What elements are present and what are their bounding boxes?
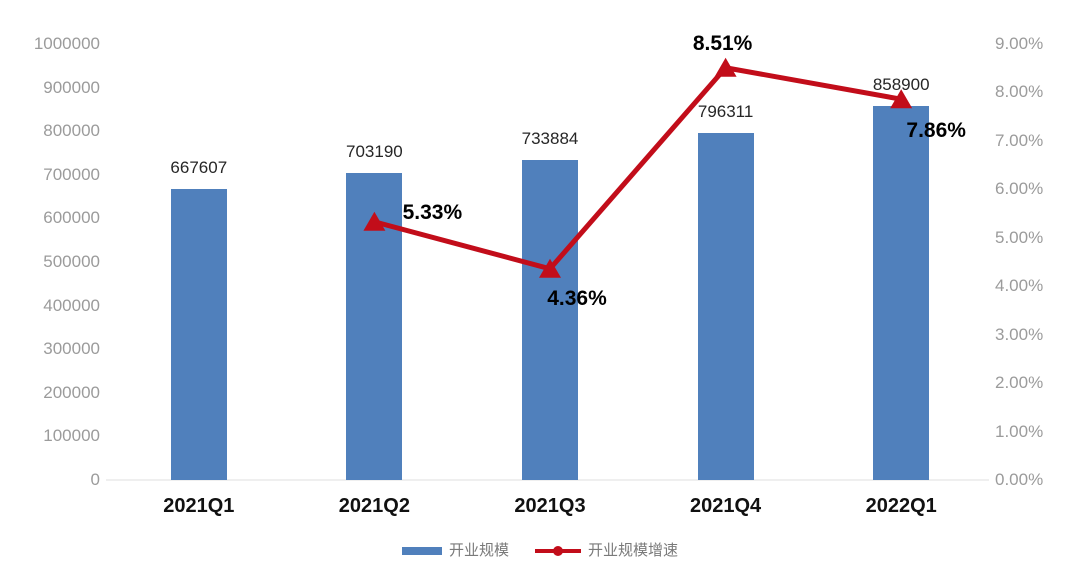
growth-line bbox=[371, 65, 904, 272]
y-axis-right-tick-label: 8.00% bbox=[995, 82, 1044, 102]
y-axis-right-tick-label: 1.00% bbox=[995, 421, 1044, 441]
legend-label: 开业规模 bbox=[448, 542, 509, 559]
y-axis-right-tick-label: 5.00% bbox=[995, 227, 1044, 247]
legend: 开业规模 开业规模增速 bbox=[0, 538, 1080, 564]
bar-value-label: 667607 bbox=[170, 157, 228, 177]
bar-value-label: 733884 bbox=[521, 129, 579, 149]
y-axis-left-tick-label: 0 bbox=[90, 470, 100, 489]
y-axis-left-tick-label: 300000 bbox=[43, 339, 100, 359]
y-axis-left-tick-label: 100000 bbox=[43, 426, 100, 446]
y-axis-left-tick-label: 500000 bbox=[43, 252, 100, 271]
rate-value-label: 7.86% bbox=[906, 119, 966, 143]
x-axis-baseline bbox=[106, 479, 989, 481]
bar bbox=[873, 105, 930, 480]
y-axis-left-tick-label: 400000 bbox=[43, 295, 100, 315]
bar bbox=[522, 160, 578, 480]
bar-legend-swatch bbox=[401, 547, 442, 555]
x-axis-tick-label: 2021Q1 bbox=[163, 495, 235, 517]
y-axis-right-tick-label: 6.00% bbox=[995, 179, 1044, 199]
bar bbox=[170, 188, 227, 480]
y-axis-left-tick-label: 200000 bbox=[43, 382, 100, 402]
bar bbox=[697, 132, 754, 480]
y-axis-right-tick-label: 2.00% bbox=[995, 373, 1044, 393]
x-axis-tick-label: 2022Q1 bbox=[865, 495, 937, 517]
legend-item: 开业规模增速 bbox=[535, 542, 678, 560]
legend-item: 开业规模 bbox=[401, 542, 509, 560]
line-legend-swatch bbox=[535, 545, 581, 557]
x-axis-tick-label: 2021Q3 bbox=[514, 495, 586, 517]
y-axis-right-tick-label: 9.00% bbox=[995, 34, 1044, 53]
y-axis-left-tick-label: 900000 bbox=[43, 77, 100, 97]
triangle-marker bbox=[714, 57, 737, 77]
y-axis-right-tick-label: 7.00% bbox=[995, 130, 1044, 150]
y-axis-left-tick-label: 600000 bbox=[43, 208, 100, 228]
y-axis-right-tick-label: 0.00% bbox=[995, 470, 1044, 489]
rate-value-label: 4.36% bbox=[547, 286, 607, 310]
rate-value-label: 8.51% bbox=[692, 31, 753, 55]
y-axis-left-tick-label: 700000 bbox=[43, 164, 100, 184]
line-legend-dot bbox=[553, 546, 563, 556]
x-axis-tick-label: 2021Q2 bbox=[338, 495, 410, 517]
bar-value-label: 796311 bbox=[697, 101, 754, 121]
rate-value-label: 5.33% bbox=[402, 200, 463, 224]
y-axis-left-tick-label: 1000000 bbox=[33, 34, 100, 53]
bar-value-label: 703190 bbox=[346, 142, 403, 162]
x-axis-tick-label: 2021Q4 bbox=[690, 495, 762, 517]
y-axis-right-tick-label: 4.00% bbox=[995, 276, 1044, 296]
y-axis-right-tick-label: 3.00% bbox=[995, 324, 1044, 344]
y-axis-left-tick-label: 800000 bbox=[43, 121, 100, 141]
legend-label: 开业规模增速 bbox=[588, 542, 679, 559]
bar-value-label: 858900 bbox=[872, 74, 930, 94]
